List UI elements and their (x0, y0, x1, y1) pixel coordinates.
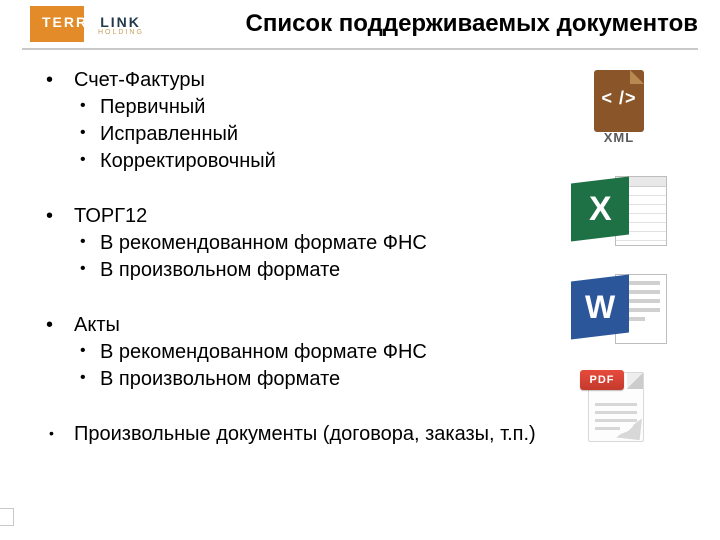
logo-subtext: HOLDING (98, 29, 144, 36)
logo-text-2: LINK (100, 14, 141, 30)
word-letter: W (585, 289, 615, 326)
logo-text-1: TERRA (42, 14, 100, 30)
header-rule (22, 48, 698, 50)
side-tab (0, 508, 14, 526)
logo-text: TERRALINK (42, 14, 141, 30)
xml-icon: < /> XML (544, 70, 694, 154)
icon-column: < /> XML X W PDF (544, 70, 694, 466)
header: TERRALINK HOLDING Список поддерживаемых … (0, 0, 720, 56)
excel-icon: X (544, 170, 694, 252)
pdf-label: PDF (580, 370, 624, 390)
xml-label: XML (582, 130, 656, 145)
pdf-icon: PDF (544, 366, 694, 450)
terralink-logo: TERRALINK HOLDING (30, 6, 160, 42)
word-icon: W (544, 268, 694, 350)
excel-letter: X (589, 190, 612, 229)
xml-code-glyph: < /> (582, 88, 656, 109)
